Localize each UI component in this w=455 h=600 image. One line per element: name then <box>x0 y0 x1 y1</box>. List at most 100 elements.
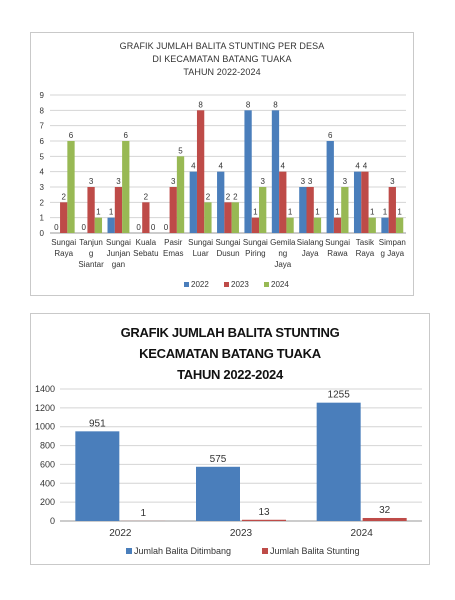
chart-title-line: GRAFIK JUMLAH BALITA STUNTING PER DESA <box>119 41 325 51</box>
bar <box>395 217 404 233</box>
x-tick-label: Sungai <box>243 238 268 247</box>
bar <box>94 217 103 233</box>
x-tick-label: Tanjun <box>79 238 103 247</box>
x-tick-label: Emas <box>163 249 183 258</box>
data-label: 2 <box>61 192 66 201</box>
bar <box>313 217 322 233</box>
data-label: 4 <box>355 162 360 171</box>
data-label: 8 <box>198 100 203 109</box>
chart-title-line: GRAFIK JUMLAH BALITA STUNTING <box>120 325 340 340</box>
bar <box>279 171 287 233</box>
data-label: 8 <box>246 100 251 109</box>
x-tick-label: Jaya <box>274 260 291 269</box>
x-tick-label: 2024 <box>351 528 374 539</box>
chart-kecamatan-svg: 0 200 400 600 800 1000 1200 1400 951 575 1255 1 13 32… <box>35 384 422 556</box>
x-tick-label: Gemila <box>270 238 296 247</box>
data-label: 1 <box>109 208 114 217</box>
data-label: 2 <box>226 192 231 201</box>
bar <box>259 187 267 233</box>
data-label: 1 <box>141 508 147 519</box>
y-tick-label: 1000 <box>35 422 55 432</box>
y-tick-label: 0 <box>40 229 45 238</box>
data-label: 1 <box>288 208 293 217</box>
data-label: 1 <box>383 208 388 217</box>
x-tick-label: Raya <box>356 249 375 258</box>
bar <box>381 217 389 233</box>
bar <box>60 202 68 233</box>
x-tick-label: Sungai <box>106 238 131 247</box>
legend-label: Jumlah Balita Ditimbang <box>134 546 231 556</box>
bar <box>122 141 130 233</box>
y-tick-label: 6 <box>40 137 45 146</box>
bar <box>196 466 240 521</box>
y-tick-label: 5 <box>40 152 45 161</box>
data-label: 2 <box>233 192 238 201</box>
x-tick-label: 2022 <box>109 528 132 539</box>
x-tick-label: Sungai <box>51 238 76 247</box>
y-tick-label: 9 <box>40 91 45 100</box>
data-label: 2 <box>144 192 149 201</box>
bar <box>368 217 376 233</box>
x-tick-label: Raya <box>54 249 73 258</box>
bar <box>204 202 212 233</box>
chart-title-line: KECAMATAN BATANG TUAKA <box>139 346 321 361</box>
bar <box>271 110 280 233</box>
bar <box>107 217 115 233</box>
data-label: 0 <box>164 223 169 232</box>
data-label: 3 <box>89 177 94 186</box>
data-label: 4 <box>218 162 223 171</box>
x-tick-label: Sebatu <box>133 249 158 258</box>
legend-swatch <box>262 548 268 554</box>
x-tick-label: Kuala <box>136 238 157 247</box>
bar <box>326 141 334 233</box>
bar <box>333 217 342 233</box>
x-tick-label: Piring <box>245 249 265 258</box>
x-tick-label: Jaya <box>302 249 319 258</box>
data-label: 1 <box>253 208 258 217</box>
data-label: 4 <box>281 162 286 171</box>
bar <box>341 187 349 233</box>
x-tick-label: Sungai <box>188 238 213 247</box>
x-tick-label: Pasir <box>164 238 183 247</box>
data-label: 8 <box>273 100 278 109</box>
y-tick-label: 200 <box>40 497 55 507</box>
data-label: 3 <box>171 177 176 186</box>
chart-panel-desa: GRAFIK JUMLAH BALITA STUNTING PER DESA D… <box>30 32 414 296</box>
x-tick-label: Rawa <box>327 249 348 258</box>
y-tick-label: 800 <box>40 441 55 451</box>
bar <box>217 171 225 233</box>
data-label: 5 <box>178 146 183 155</box>
x-tick-label: Junjan <box>107 249 131 258</box>
bar <box>224 202 232 233</box>
data-label: 6 <box>124 131 129 140</box>
data-label: 1 <box>370 208 375 217</box>
x-tick-label: Sialang <box>297 238 324 247</box>
x-tick-label: Luar <box>193 249 209 258</box>
data-label: 3 <box>301 177 306 186</box>
y-tick-label: 1 <box>40 214 45 223</box>
data-label: 3 <box>260 177 265 186</box>
bar <box>251 217 260 233</box>
data-label: 1 <box>397 208 402 217</box>
y-tick-label: 4 <box>40 168 45 177</box>
data-label: 3 <box>390 177 395 186</box>
bar <box>231 202 239 233</box>
y-tick-label: 2 <box>40 198 45 207</box>
legend-swatch <box>224 282 229 287</box>
legend-label: Jumlah Balita Stunting <box>270 546 360 556</box>
bar <box>189 171 197 233</box>
chart-panel-kecamatan: GRAFIK JUMLAH BALITA STUNTING KECAMATAN … <box>30 313 430 565</box>
x-tick-label: g Jaya <box>381 249 405 258</box>
x-tick-label: g <box>89 249 93 258</box>
data-label: 1255 <box>328 390 351 401</box>
data-label: 4 <box>363 162 368 171</box>
legend-swatch <box>264 282 269 287</box>
data-label: 13 <box>258 507 270 518</box>
data-label: 6 <box>328 131 333 140</box>
legend-label: 2023 <box>231 280 249 289</box>
legend-label: 2022 <box>191 280 209 289</box>
bar <box>142 202 150 233</box>
data-label: 0 <box>136 223 141 232</box>
y-tick-label: 0 <box>50 516 55 526</box>
x-tick-label: 2023 <box>230 528 253 539</box>
